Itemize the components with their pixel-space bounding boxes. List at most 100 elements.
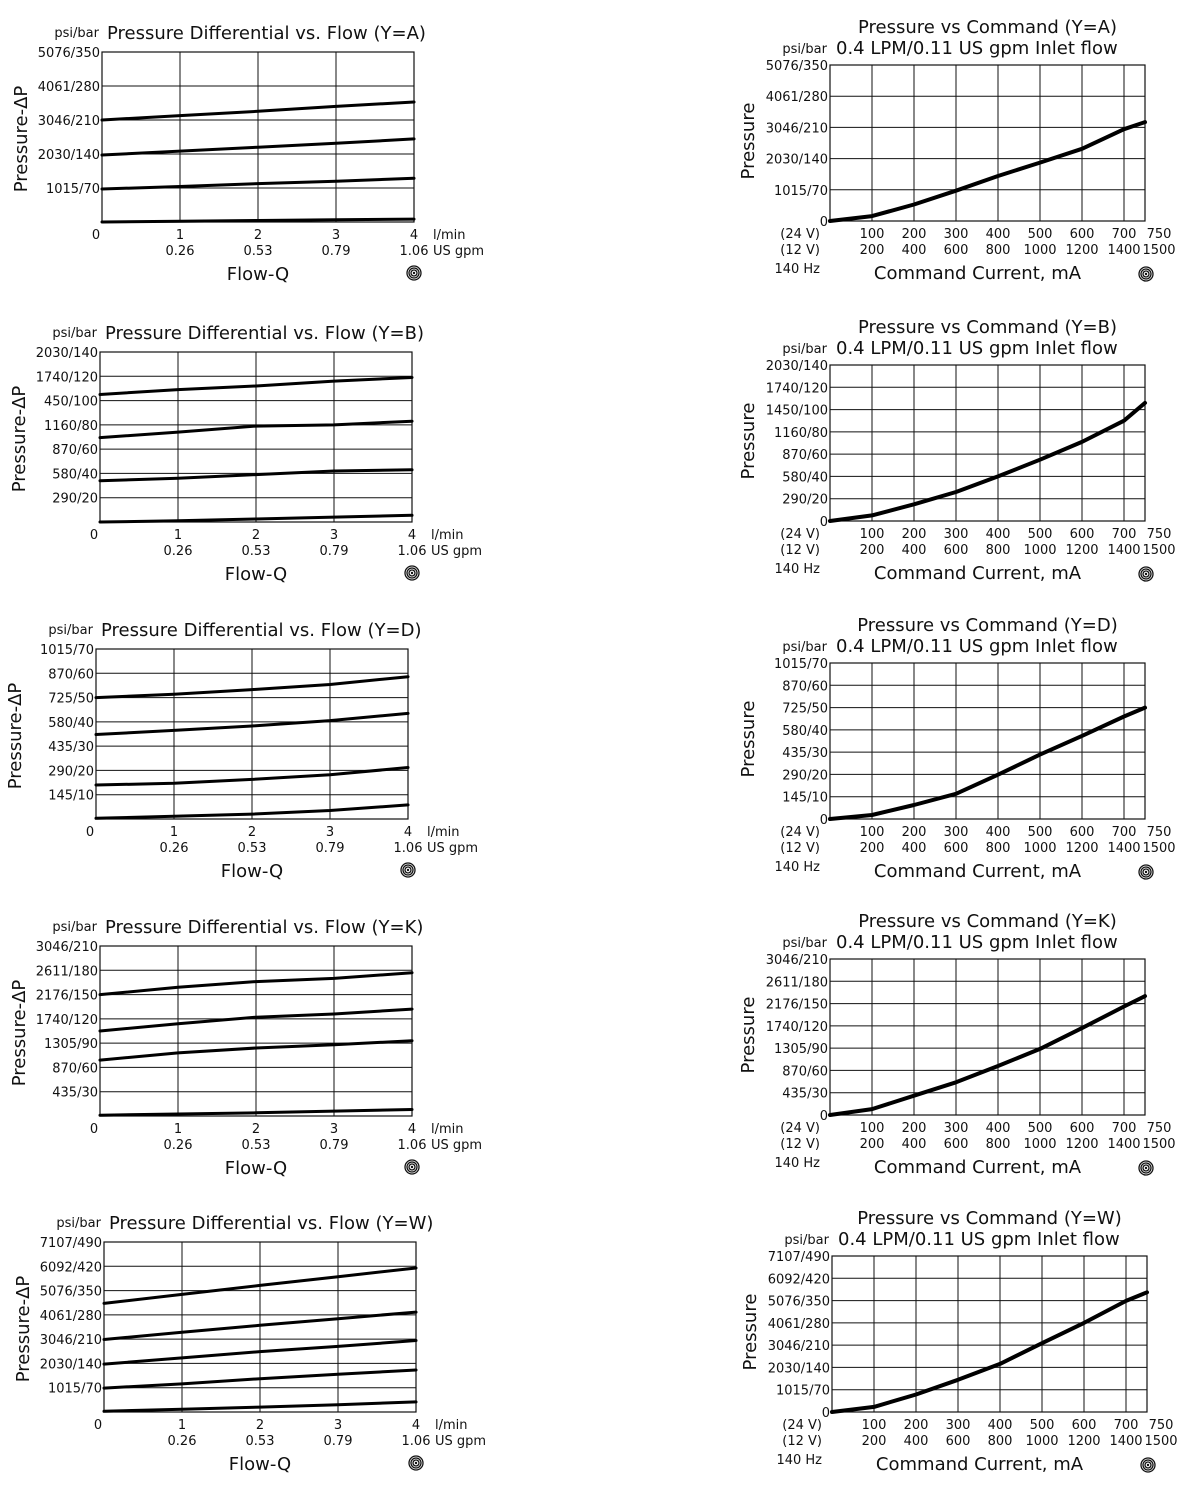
x-tick-label-secondary: 1000 <box>1025 1434 1058 1449</box>
target-icon <box>1138 864 1154 880</box>
x-tick-label-secondary: 0.53 <box>242 544 271 559</box>
series-line-2 <box>98 468 414 483</box>
x-tick-label-secondary: 200 <box>862 1434 887 1449</box>
target-ring <box>404 866 412 874</box>
target-center <box>410 1165 414 1169</box>
target-ring <box>408 267 420 279</box>
x-axis-label: Command Current, mA <box>876 1454 1084 1475</box>
target-ring <box>1142 868 1150 876</box>
series-line-3 <box>98 419 414 440</box>
target-center <box>406 868 410 872</box>
y-tick-label: 1015/70 <box>40 643 94 658</box>
x-tick-label: 700 <box>1112 527 1137 542</box>
y-tick-label: 1450/100 <box>766 404 828 419</box>
y-tick-label: 6092/420 <box>40 1260 102 1275</box>
y-tick-label: 145/10 <box>782 791 828 806</box>
target-ring <box>406 1161 418 1173</box>
x-axis-label: Flow-Q <box>225 1158 287 1179</box>
x-tick-label: 400 <box>986 527 1011 542</box>
y-tick-label: 1160/80 <box>44 419 98 434</box>
x-tick-label: 100 <box>860 1121 885 1136</box>
x-tick-label-secondary: 400 <box>902 243 927 258</box>
y-tick-label: 870/60 <box>782 448 828 463</box>
y-axis-label: Pressure-ΔP <box>11 86 32 193</box>
x-tick-label: 100 <box>860 227 885 242</box>
x-tick-label: 3 <box>330 1122 338 1137</box>
x-tick-label-secondary: 600 <box>944 243 969 258</box>
x-axis-label: Command Current, mA <box>874 1157 1082 1178</box>
target-ring <box>1140 1162 1152 1174</box>
target-ring <box>412 1459 420 1467</box>
x-tick-label: 1 <box>176 228 184 243</box>
chart-subtitle: 0.4 LPM/0.11 US gpm Inlet flow <box>836 932 1118 953</box>
x-tick-label: 200 <box>902 825 927 840</box>
y-tick-label: 4061/280 <box>40 1309 102 1324</box>
x-axis-label: Command Current, mA <box>874 263 1082 284</box>
y-axis-label: Pressure-ΔP <box>9 386 30 493</box>
x-row-label: (12 V) <box>780 543 820 558</box>
x-tick-label-secondary: 0.79 <box>324 1434 353 1449</box>
x-tick-label-secondary: 0.26 <box>166 244 195 259</box>
x-tick-label-secondary: 1500 <box>1142 543 1175 558</box>
series-line-1 <box>830 1290 1149 1414</box>
x-tick-label: 4 <box>410 228 418 243</box>
target-ring <box>406 567 418 579</box>
x-tick-label-secondary: 0.26 <box>168 1434 197 1449</box>
x-tick-label: 200 <box>902 227 927 242</box>
y-tick-label: 1305/90 <box>774 1042 828 1057</box>
y-tick-label: 2176/150 <box>766 998 828 1013</box>
x-tick-label-secondary: 200 <box>860 841 885 856</box>
x-axis-label: Flow-Q <box>227 264 289 285</box>
x-row-label: (12 V) <box>782 1434 822 1449</box>
x-tick-label-secondary: 1.06 <box>402 1434 431 1449</box>
x-row-label: (24 V) <box>780 1121 820 1136</box>
target-ring <box>1138 566 1154 582</box>
x-tick-label: 100 <box>860 825 885 840</box>
chart-title: Pressure Differential vs. Flow (Y=D) <box>101 620 421 641</box>
x-tick-label: 700 <box>1112 1121 1137 1136</box>
x-tick-label-secondary: 800 <box>986 1137 1011 1152</box>
plot-frame <box>829 958 1146 1116</box>
pressure-differential-chart: 435/30 870/60 1305/90 1740/120 2176/150 2611/… <box>9 917 482 1179</box>
x-tick-label-secondary: 1400 <box>1109 1434 1142 1449</box>
target-icon <box>1138 266 1154 282</box>
series-line-4 <box>100 100 416 122</box>
y-tick-label: 2176/150 <box>36 989 98 1004</box>
x-tick-label-secondary: 1500 <box>1144 1434 1177 1449</box>
chart-subtitle: 0.4 LPM/0.11 US gpm Inlet flow <box>836 636 1118 657</box>
x-tick-label-secondary: 1200 <box>1065 841 1098 856</box>
chart-title: Pressure Differential vs. Flow (Y=A) <box>107 23 426 44</box>
target-ring <box>404 1159 420 1175</box>
target-ring <box>410 1457 422 1469</box>
target-ring <box>1144 1461 1152 1469</box>
y-axis-label: Pressure-ΔP <box>5 683 26 790</box>
series-line-1 <box>828 994 1147 1117</box>
x-tick-label-secondary: 1.06 <box>398 1138 427 1153</box>
y-tick-label: 2030/140 <box>766 153 828 168</box>
x-tick-label: 2 <box>252 528 260 543</box>
unit-label: psi/bar <box>782 640 827 655</box>
chart-title: Pressure Differential vs. Flow (Y=K) <box>105 917 423 938</box>
x-tick-label: 500 <box>1030 1418 1055 1433</box>
y-tick-label: 3046/210 <box>766 121 828 136</box>
target-center <box>412 271 416 275</box>
chart-title: Pressure Differential vs. Flow (Y=B) <box>105 323 424 344</box>
y-tick-label: 0 <box>820 515 828 530</box>
series-line-1 <box>828 120 1147 223</box>
origin-label: 0 <box>90 1122 98 1137</box>
y-tick-label: 870/60 <box>782 679 828 694</box>
x-tick-label: 750 <box>1147 527 1172 542</box>
y-tick-label: 870/60 <box>48 667 94 682</box>
target-ring <box>1142 1164 1150 1172</box>
x-tick-label: 700 <box>1112 825 1137 840</box>
pressure-command-chart: 0 290/20 580/40 870/60 1160/80 1450/100 1740/1… <box>738 317 1176 584</box>
x-tick-label: 300 <box>944 1121 969 1136</box>
x-tick-label: 4 <box>412 1418 420 1433</box>
series-line-1 <box>100 217 416 224</box>
x-unit-secondary-label: US gpm <box>427 841 478 856</box>
target-icon <box>404 1159 420 1175</box>
x-tick-label: 200 <box>902 1121 927 1136</box>
chart-title: Pressure Differential vs. Flow (Y=W) <box>109 1213 433 1234</box>
y-tick-label: 290/20 <box>782 768 828 783</box>
y-axis-label: Pressure-ΔP <box>9 980 30 1087</box>
